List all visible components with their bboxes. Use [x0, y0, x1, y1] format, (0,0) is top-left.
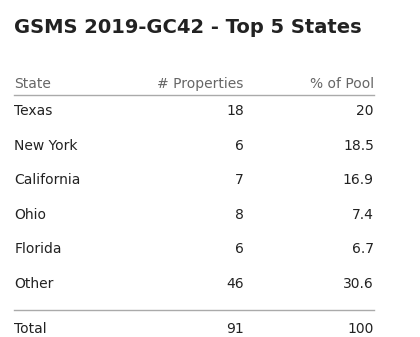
Text: 18: 18 [226, 104, 244, 118]
Text: 46: 46 [226, 277, 244, 291]
Text: # Properties: # Properties [158, 76, 244, 91]
Text: GSMS 2019-GC42 - Top 5 States: GSMS 2019-GC42 - Top 5 States [14, 18, 362, 37]
Text: Total: Total [14, 322, 47, 336]
Text: 100: 100 [347, 322, 374, 336]
Text: 6.7: 6.7 [352, 242, 374, 256]
Text: California: California [14, 173, 81, 187]
Text: Florida: Florida [14, 242, 62, 256]
Text: 20: 20 [356, 104, 374, 118]
Text: 16.9: 16.9 [343, 173, 374, 187]
Text: Texas: Texas [14, 104, 52, 118]
Text: State: State [14, 76, 51, 91]
Text: New York: New York [14, 139, 78, 153]
Text: 6: 6 [235, 242, 244, 256]
Text: 6: 6 [235, 139, 244, 153]
Text: 18.5: 18.5 [343, 139, 374, 153]
Text: 7: 7 [235, 173, 244, 187]
Text: 30.6: 30.6 [343, 277, 374, 291]
Text: 8: 8 [235, 208, 244, 222]
Text: 7.4: 7.4 [352, 208, 374, 222]
Text: Ohio: Ohio [14, 208, 46, 222]
Text: Other: Other [14, 277, 54, 291]
Text: % of Pool: % of Pool [310, 76, 374, 91]
Text: 91: 91 [226, 322, 244, 336]
